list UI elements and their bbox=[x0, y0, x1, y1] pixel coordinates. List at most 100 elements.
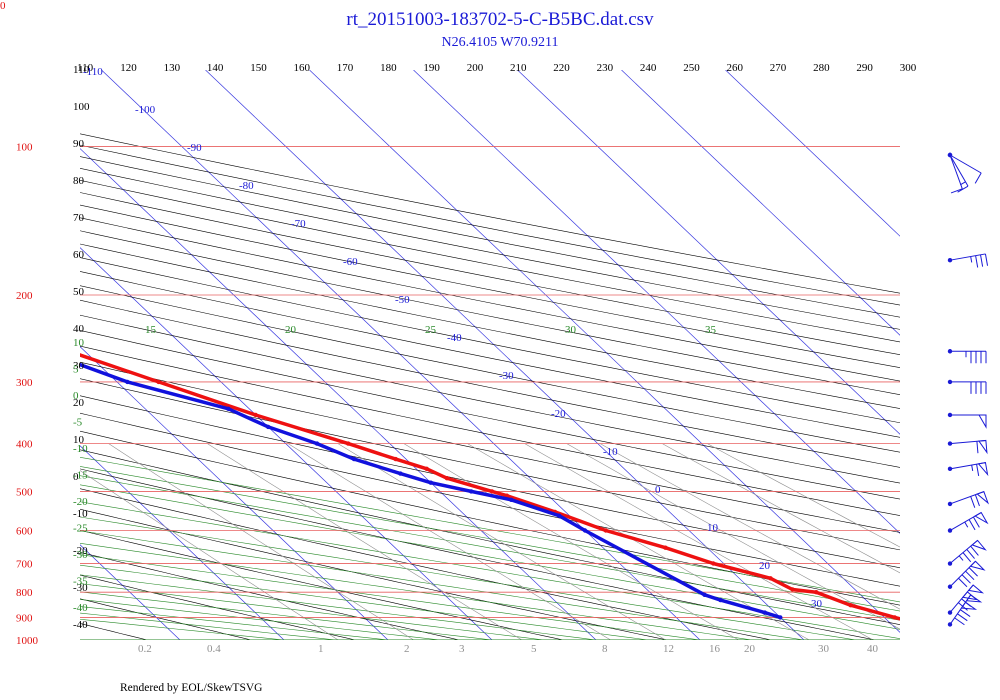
theta-tick-label: 290 bbox=[856, 62, 873, 74]
wind-barb-feather bbox=[974, 172, 982, 184]
wind-barb-pennant bbox=[977, 462, 989, 477]
dewpoint-point bbox=[509, 497, 514, 502]
moist-adiabat-label: -25 bbox=[73, 523, 88, 535]
wind-barb-feather bbox=[968, 567, 978, 577]
dry-adiabat-label: 10 bbox=[73, 434, 85, 446]
dewpoint-point bbox=[314, 441, 320, 446]
mixing-ratio-label: 5 bbox=[531, 643, 537, 655]
dewpoint-point bbox=[778, 615, 783, 620]
dewpoint-point bbox=[41, 349, 45, 353]
temperature-point bbox=[424, 466, 429, 471]
dry-adiabat-label: 80 bbox=[73, 175, 85, 187]
moist-adiabat-label: 5 bbox=[73, 364, 79, 376]
wind-barb bbox=[947, 412, 987, 429]
mixing-ratio-line bbox=[600, 443, 900, 610]
pressure-tick-label: 600 bbox=[16, 526, 33, 538]
wind-barb bbox=[947, 253, 989, 268]
wind-barb bbox=[947, 152, 982, 184]
corner-label: 0 bbox=[0, 0, 6, 12]
isotherm-line bbox=[621, 70, 900, 336]
moist-adiabat-label: 35 bbox=[705, 324, 717, 336]
dry-adiabat-line bbox=[80, 574, 356, 640]
isotherm-label: -110 bbox=[83, 66, 103, 78]
dewpoint-point bbox=[351, 456, 357, 462]
wind-barb-half-feather bbox=[970, 256, 973, 263]
wind-barb-pennant bbox=[960, 601, 978, 610]
chart-title: rt_20151003-183702-5-C-B5BC.dat.csv bbox=[346, 9, 654, 30]
moist-adiabat-line bbox=[80, 501, 900, 639]
theta-tick-label: 190 bbox=[423, 62, 440, 74]
theta-tick-label: 110 bbox=[77, 62, 94, 74]
wind-barb-half-feather bbox=[960, 181, 966, 186]
wind-barb-feather bbox=[968, 519, 976, 531]
dry-adiabat-label: 90 bbox=[73, 138, 85, 150]
isotherm-line bbox=[80, 247, 493, 640]
render-credit: Rendered by EOL/SkewTSVG bbox=[120, 682, 263, 694]
wind-barb-pennant bbox=[967, 584, 985, 594]
dewpoint-point bbox=[556, 513, 562, 518]
theta-tick-label: 140 bbox=[207, 62, 224, 74]
wind-barb-feather bbox=[954, 617, 965, 626]
temperature-point bbox=[156, 379, 161, 385]
mixing-ratio-label: 0.4 bbox=[207, 643, 221, 655]
moist-adiabat-line bbox=[80, 564, 649, 640]
wind-barb-staff bbox=[949, 253, 986, 261]
dry-adiabat-line bbox=[80, 217, 900, 382]
wind-barb bbox=[947, 490, 990, 508]
dry-adiabat-label: 20 bbox=[73, 397, 85, 409]
moist-adiabat-line bbox=[80, 618, 285, 640]
temperature-point bbox=[43, 341, 47, 345]
moist-adiabat-line bbox=[80, 591, 493, 640]
wind-barb-staff bbox=[949, 154, 963, 189]
temperature-point bbox=[768, 576, 773, 581]
isotherm-label: -50 bbox=[395, 294, 410, 306]
wind-barb bbox=[947, 152, 969, 193]
moist-adiabat-line bbox=[80, 542, 753, 640]
pressure-tick-label: 700 bbox=[16, 559, 33, 571]
dry-adiabat-label: -30 bbox=[73, 582, 88, 594]
theta-tick-label: 270 bbox=[770, 62, 787, 74]
moist-adiabat-line bbox=[80, 574, 597, 640]
dry-adiabat-line bbox=[80, 230, 900, 395]
moist-adiabat-label: -5 bbox=[73, 417, 83, 429]
dry-adiabat-line bbox=[80, 192, 900, 356]
wind-barb bbox=[947, 379, 987, 394]
isotherm-label: -60 bbox=[343, 256, 358, 268]
isotherm-line bbox=[517, 70, 900, 435]
mixing-ratio-label: 0.2 bbox=[138, 643, 152, 655]
dewpoint-point bbox=[718, 597, 723, 603]
dry-adiabat-line bbox=[80, 395, 900, 569]
moist-adiabat-label: 15 bbox=[145, 324, 157, 336]
mixing-ratio-label: 20 bbox=[744, 643, 756, 655]
pressure-tick-label: 100 bbox=[16, 141, 33, 153]
theta-tick-label: 210 bbox=[510, 62, 527, 74]
temperature-point bbox=[790, 587, 795, 592]
temperature-point bbox=[936, 627, 940, 631]
dry-adiabat-line bbox=[80, 168, 900, 330]
wind-barb bbox=[947, 560, 986, 589]
moist-adiabat-label: 25 bbox=[425, 324, 437, 336]
theta-tick-label: 130 bbox=[164, 62, 181, 74]
isotherm-line bbox=[80, 544, 181, 640]
moist-adiabat-label: -35 bbox=[73, 576, 88, 588]
dewpoint-point bbox=[125, 379, 130, 385]
wind-barb-feather bbox=[984, 253, 989, 266]
pressure-tick-label: 300 bbox=[16, 377, 33, 389]
pressure-tick-label: 500 bbox=[16, 486, 33, 498]
mixing-ratio-label: 16 bbox=[709, 643, 721, 655]
wind-barb bbox=[947, 349, 987, 364]
theta-tick-label: 260 bbox=[727, 62, 744, 74]
temperature-point bbox=[711, 561, 716, 566]
dry-adiabat-label: 100 bbox=[73, 101, 90, 113]
isotherm-label: -20 bbox=[551, 408, 566, 420]
mixing-ratio-label: 8 bbox=[602, 643, 608, 655]
wind-barb-feather bbox=[974, 494, 980, 507]
temperature-point bbox=[814, 590, 819, 595]
moist-adiabat-label: -20 bbox=[73, 496, 88, 508]
theta-tick-label: 250 bbox=[683, 62, 700, 74]
dry-adiabat-label: -40 bbox=[73, 619, 88, 631]
wind-barb bbox=[947, 511, 989, 533]
isotherm-line bbox=[0, 70, 76, 640]
wind-barb-feather bbox=[950, 188, 963, 194]
